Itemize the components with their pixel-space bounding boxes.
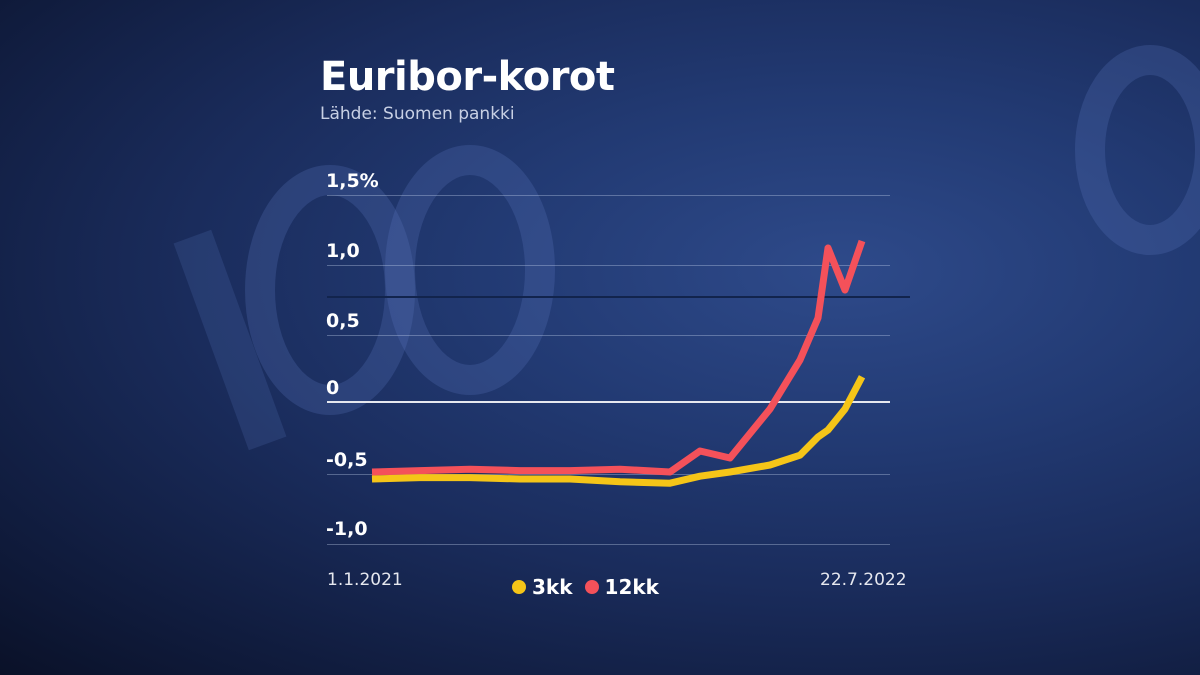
y-tick-label: -1,0 (326, 518, 368, 540)
y-tick-label: 1,5% (326, 170, 379, 192)
y-tick-label: 0,5 (326, 310, 360, 332)
decorative-line (327, 296, 910, 298)
x-start-label: 1.1.2021 (327, 570, 403, 590)
legend-12kk-label: 12kk (604, 575, 659, 599)
gridline (327, 265, 890, 266)
legend-12kk-dot (584, 580, 599, 594)
legend-3kk-dot (512, 580, 526, 594)
gridline (327, 335, 890, 336)
chart-title: Euribor-korot (320, 54, 615, 100)
gridline (327, 195, 890, 196)
y-tick-label: 0 (326, 377, 340, 399)
series-12kk-line (371, 239, 866, 476)
legend: 3kk 12kk (512, 575, 659, 599)
y-tick-label: 1,0 (326, 240, 360, 262)
chart-source: Lähde: Suomen pankki (320, 104, 515, 124)
legend-3kk-label: 3kk (532, 575, 573, 599)
series-3kk-line (371, 375, 866, 487)
gridline (327, 474, 890, 475)
zero-line (327, 401, 890, 403)
x-end-label: 22.7.2022 (820, 570, 907, 590)
y-tick-label: -0,5 (326, 449, 368, 471)
gridline (327, 544, 890, 545)
